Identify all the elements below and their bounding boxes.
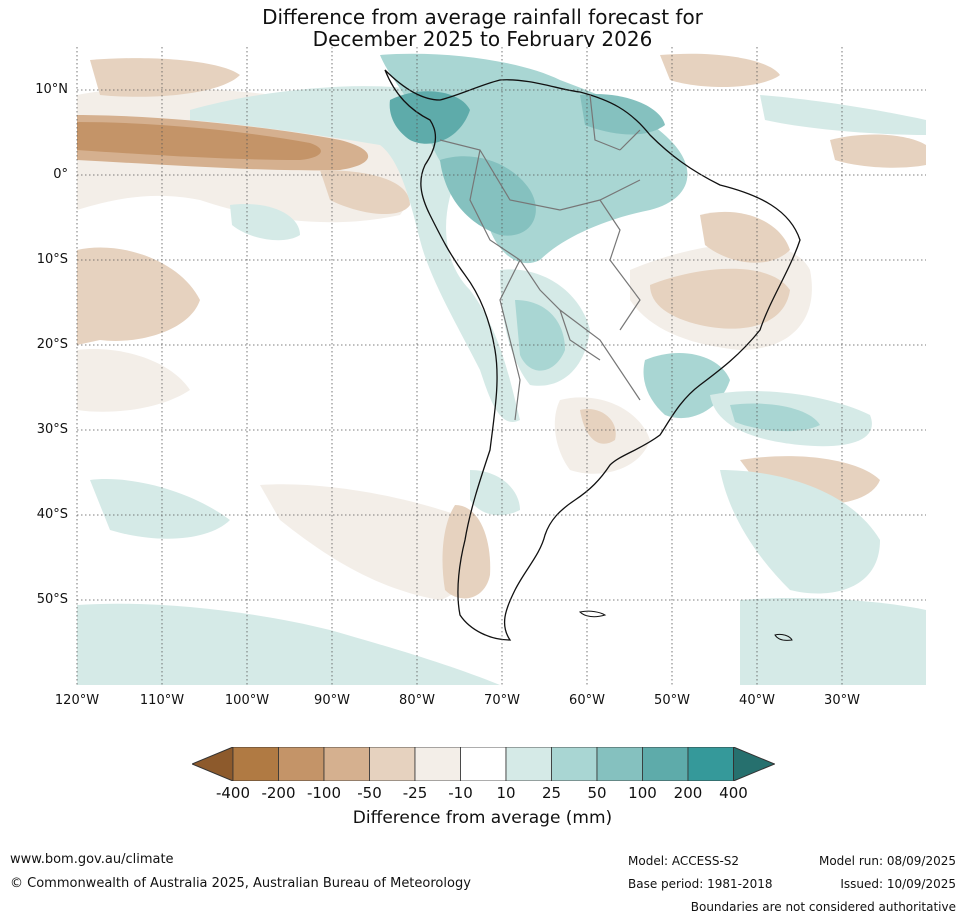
- wet-anomaly-region: [190, 86, 520, 422]
- dry-anomaly-region: [580, 409, 616, 444]
- lon-label-100w: 100°W: [224, 693, 270, 708]
- strong-dry-band: [320, 170, 410, 215]
- colorbar-segment: [551, 747, 598, 781]
- wet-anomaly-region: [643, 352, 730, 419]
- lon-label-110w: 110°W: [139, 693, 185, 708]
- map-title-line-1: Difference from average rainfall forecas…: [262, 5, 703, 29]
- colorbar-tick-label: -200: [261, 784, 296, 802]
- dry-anomaly-region: [90, 58, 240, 97]
- footer-url[interactable]: www.bom.gov.au/climate: [10, 852, 174, 867]
- colorbar-segment: [232, 747, 279, 781]
- lon-label-90w: 90°W: [314, 693, 350, 708]
- dry-anomaly-region: [700, 211, 790, 263]
- dry-anomaly-region: [442, 505, 491, 599]
- map-title-line-2: December 2025 to February 2026: [312, 27, 653, 51]
- colorbar-segment: [687, 747, 734, 781]
- lat-label-10n: 10°N: [35, 82, 68, 97]
- wet-anomaly-region: [470, 470, 520, 516]
- lon-label-80w: 80°W: [399, 693, 435, 708]
- footer-model: Model: ACCESS-S2: [628, 854, 740, 868]
- lon-label-30w: 30°W: [824, 693, 860, 708]
- lon-label-50w: 50°W: [654, 693, 690, 708]
- wet-anomaly-region: [720, 470, 880, 594]
- lon-label-120w: 120°W: [54, 693, 100, 708]
- colorbar-tick-label: -400: [215, 784, 251, 802]
- wet-anomaly-region: [230, 204, 300, 241]
- colorbar-segment: [505, 747, 552, 781]
- colorbar-tick-label: 100: [628, 784, 657, 802]
- colorbar-tick-label: -50: [357, 784, 382, 802]
- island-outline: [774, 633, 793, 641]
- colorbar-tick-label: -10: [448, 784, 473, 802]
- rainfall-anomaly-fields: [77, 47, 926, 685]
- colorbar-extend-low: [192, 747, 234, 781]
- lon-label-70w: 70°W: [484, 693, 520, 708]
- lat-label-0: 0°: [53, 167, 68, 182]
- colorbar: [192, 747, 775, 781]
- wet-anomaly-region: [730, 403, 820, 432]
- colorbar-label: Difference from average (mm): [352, 808, 613, 828]
- colorbar-segment: [460, 747, 507, 781]
- wet-anomaly-region: [515, 300, 565, 371]
- colorbar-segment: [278, 747, 325, 781]
- lat-label-30s: 30°S: [36, 422, 68, 437]
- lat-label-50s: 50°S: [36, 592, 68, 607]
- dry-anomaly-region: [660, 53, 780, 87]
- footer-model-run: Model run: 08/09/2025: [818, 854, 956, 868]
- lon-label-40w: 40°W: [739, 693, 775, 708]
- wet-anomaly-region: [580, 94, 665, 135]
- footer-disclaimer: Boundaries are not considered authoritat…: [690, 900, 956, 914]
- gridlines: [76, 47, 926, 685]
- colorbar-extend-high: [733, 747, 775, 781]
- footer-base-period: Base period: 1981-2018: [628, 877, 773, 891]
- colorbar-segment: [642, 747, 689, 781]
- wet-anomaly-region: [760, 95, 926, 135]
- wet-anomaly-region: [90, 479, 230, 539]
- lon-label-60w: 60°W: [569, 693, 605, 708]
- lat-label-20s: 20°S: [36, 337, 68, 352]
- dry-anomaly-region: [830, 134, 926, 168]
- colorbar-tick-label: 50: [587, 784, 607, 802]
- colorbar-segment: [323, 747, 370, 781]
- footer-issued: Issued: 10/09/2025: [840, 877, 956, 891]
- dry-anomaly-region: [260, 484, 474, 600]
- wet-anomaly-region: [740, 598, 926, 685]
- dry-anomaly-region: [77, 247, 200, 345]
- footer-copyright: © Commonwealth of Australia 2025, Austra…: [10, 876, 471, 891]
- dry-anomaly-region: [650, 268, 790, 329]
- colorbar-segment: [596, 747, 643, 781]
- colorbar-tick-label: 25: [541, 784, 562, 802]
- colorbar-tick-label: 400: [719, 784, 748, 802]
- strong-dry-band: [77, 122, 321, 160]
- colorbar-tick-label: 10: [496, 784, 516, 802]
- wet-anomaly-region: [77, 603, 500, 685]
- colorbar-tick-label: -25: [402, 784, 428, 802]
- colorbar-tick-label: 200: [673, 784, 703, 802]
- island-outline: [578, 610, 607, 618]
- lat-label-40s: 40°S: [36, 507, 68, 522]
- wet-anomaly-region: [440, 156, 536, 236]
- colorbar-tick-label: -100: [306, 784, 342, 802]
- colorbar-segment: [414, 747, 461, 781]
- lat-label-10s: 10°S: [36, 252, 68, 267]
- colorbar-segment: [369, 747, 416, 781]
- continent-outline: [384, 69, 801, 641]
- wet-anomaly-region: [389, 91, 470, 144]
